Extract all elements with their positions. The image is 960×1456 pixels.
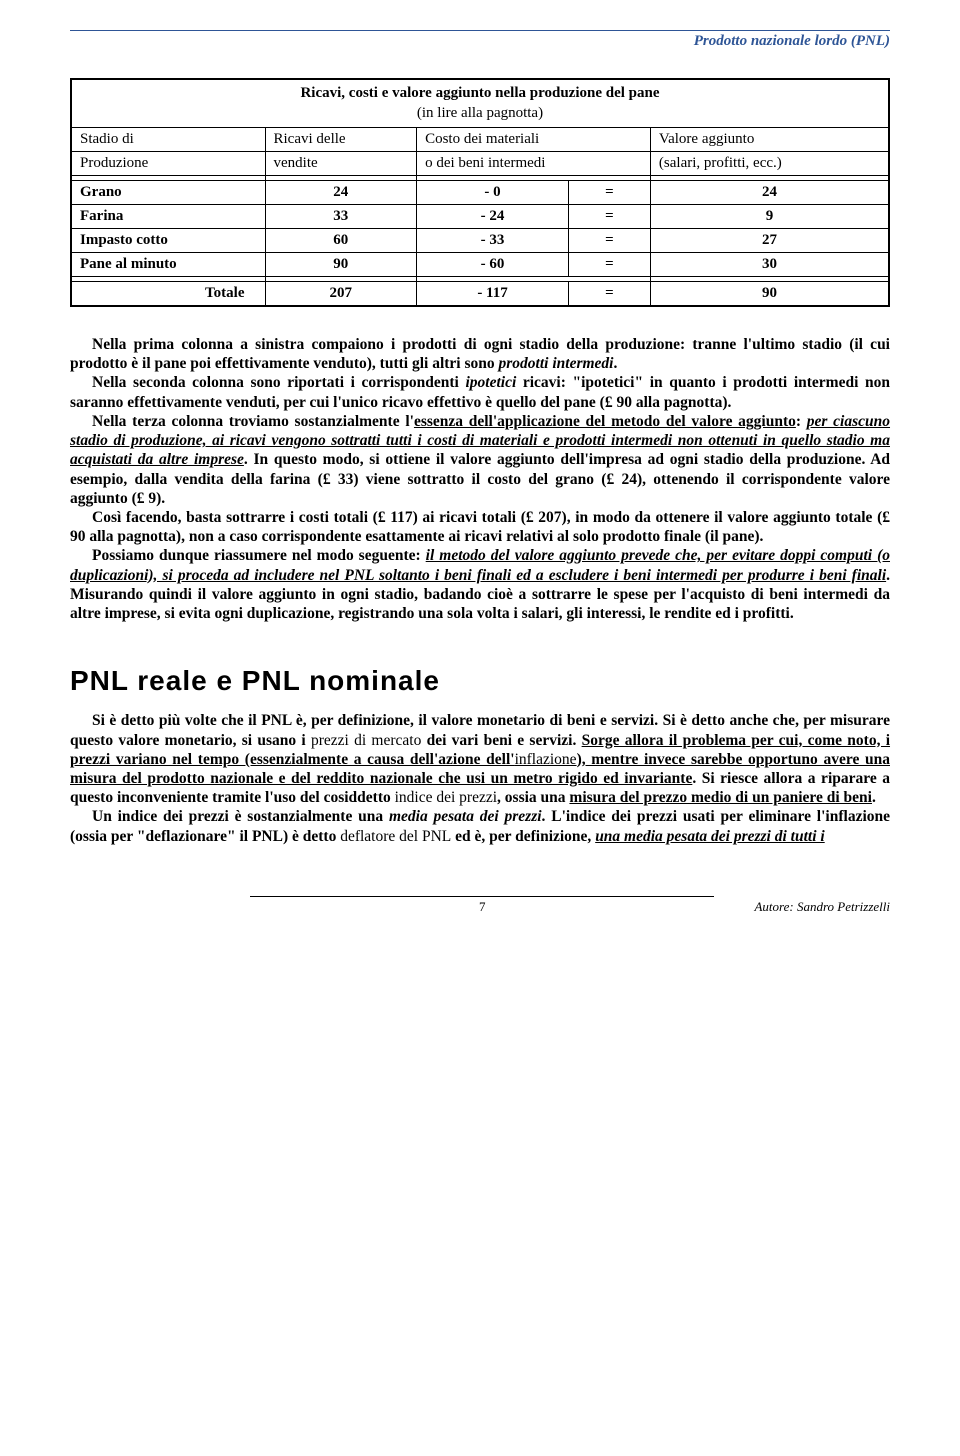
text-italic: media pesata dei prezzi (389, 808, 542, 825)
row-label: Farina (72, 205, 266, 229)
cell-value: - 24 (417, 205, 569, 229)
header-rule (70, 30, 890, 31)
cell-value: 24 (265, 181, 417, 205)
col-header: vendite (265, 152, 417, 176)
table-title: Ricavi, costi e valore aggiunto nella pr… (72, 80, 889, 106)
col-header: Costo dei materiali (417, 128, 651, 152)
col-header: (salari, profitti, ecc.) (650, 152, 888, 176)
cell-eq: = (568, 253, 650, 277)
text-underline: essenza dell'applicazione del metodo del… (414, 413, 796, 430)
table-row: Pane al minuto 90 - 60 = 30 (72, 253, 889, 277)
cell-eq: = (568, 282, 650, 306)
text: ipotetici (465, 374, 516, 391)
page-content: Prodotto nazionale lordo (PNL) Ricavi, c… (0, 0, 960, 955)
text: prezzi di mercato (311, 732, 421, 749)
table-header-row-1: Stadio di Ricavi delle Costo dei materia… (72, 128, 889, 152)
cell-value: 30 (650, 253, 888, 277)
paragraph: Possiamo dunque riassumere nel modo segu… (70, 546, 890, 623)
cell-value: - 33 (417, 229, 569, 253)
body-text-block: Nella prima colonna a sinistra compaiono… (70, 335, 890, 623)
cell-eq: = (568, 181, 650, 205)
text: deflatore del PNL (340, 828, 451, 845)
paragraph: Un indice dei prezzi è sostanzialmente u… (70, 807, 890, 845)
production-table: Ricavi, costi e valore aggiunto nella pr… (71, 79, 889, 306)
cell-value: - 117 (417, 282, 569, 306)
cell-value: - 60 (417, 253, 569, 277)
col-header: Ricavi delle (265, 128, 417, 152)
text: Nella seconda colonna sono riportati i c… (92, 374, 465, 391)
cell-value: 33 (265, 205, 417, 229)
text: , ossia una (497, 789, 569, 806)
body-text-block: Si è detto più volte che il PNL è, per d… (70, 711, 890, 846)
text: indice dei prezzi (395, 789, 497, 806)
cell-value: 9 (650, 205, 888, 229)
section-heading: PNL reale e PNL nominale (70, 665, 890, 697)
paragraph: Nella terza colonna troviamo sostanzialm… (70, 412, 890, 508)
text: . (872, 789, 876, 806)
cell-value: 24 (650, 181, 888, 205)
col-header: Produzione (72, 152, 266, 176)
cell-value: 90 (265, 253, 417, 277)
col-header: Stadio di (72, 128, 266, 152)
text: . (613, 355, 617, 372)
paragraph: Così facendo, basta sottrarre i costi to… (70, 508, 890, 546)
text-underline: inflazione (515, 751, 577, 768)
row-label: Pane al minuto (72, 253, 266, 277)
paragraph: Si è detto più volte che il PNL è, per d… (70, 711, 890, 807)
table-subtitle-row: (in lire alla pagnotta) (72, 105, 889, 128)
cell-eq: = (568, 229, 650, 253)
row-label: Grano (72, 181, 266, 205)
text: Nella prima colonna a sinistra compaiono… (70, 336, 890, 372)
table-header-row-2: Produzione vendite o dei beni intermedi … (72, 152, 889, 176)
table-subtitle: (in lire alla pagnotta) (72, 105, 889, 128)
cell-value: 90 (650, 282, 888, 306)
cell-value: - 0 (417, 181, 569, 205)
paragraph: Nella seconda colonna sono riportati i c… (70, 373, 890, 411)
table-row: Impasto cotto 60 - 33 = 27 (72, 229, 889, 253)
table-total-row: Totale 207 - 117 = 90 (72, 282, 889, 306)
col-header: Valore aggiunto (650, 128, 888, 152)
page-footer: 7 Autore: Sandro Petrizzelli (70, 896, 890, 915)
table-row: Farina 33 - 24 = 9 (72, 205, 889, 229)
total-label: Totale (72, 282, 266, 306)
text: : (796, 413, 807, 430)
col-header: o dei beni intermedi (417, 152, 651, 176)
text: Nella terza colonna troviamo sostanzialm… (92, 413, 414, 430)
text: Così facendo, basta sottrarre i costi to… (70, 509, 890, 545)
text-underline: misura del prezzo medio di un paniere di… (569, 789, 872, 806)
page-number: 7 (250, 896, 714, 915)
cell-value: 207 (265, 282, 417, 306)
text: ed è, per definizione, (451, 828, 595, 845)
row-label: Impasto cotto (72, 229, 266, 253)
text: dei vari beni e servizi. (421, 732, 581, 749)
cell-value: 60 (265, 229, 417, 253)
paragraph: Nella prima colonna a sinistra compaiono… (70, 335, 890, 373)
table-title-row: Ricavi, costi e valore aggiunto nella pr… (72, 80, 889, 106)
footer-author: Autore: Sandro Petrizzelli (754, 899, 890, 915)
text: Un indice dei prezzi è sostanzialmente u… (92, 808, 389, 825)
text: prodotti intermedi (499, 355, 614, 372)
cell-eq: = (568, 205, 650, 229)
table-row: Grano 24 - 0 = 24 (72, 181, 889, 205)
running-header: Prodotto nazionale lordo (PNL) (70, 33, 890, 50)
text-emphasis: una media pesata dei prezzi di tutti i (595, 828, 825, 845)
text: Possiamo dunque riassumere nel modo segu… (92, 547, 426, 564)
cell-value: 27 (650, 229, 888, 253)
table-container: Ricavi, costi e valore aggiunto nella pr… (70, 78, 890, 307)
